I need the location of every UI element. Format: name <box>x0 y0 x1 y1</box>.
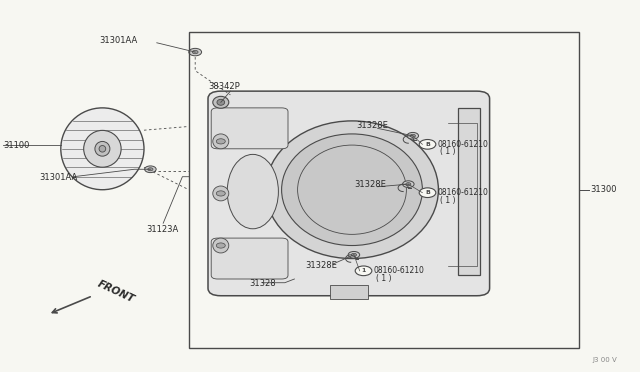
Text: 31100: 31100 <box>3 141 29 150</box>
Text: 31328: 31328 <box>250 279 276 288</box>
Ellipse shape <box>282 134 422 246</box>
Text: 31328E: 31328E <box>305 262 337 270</box>
Text: 38342P: 38342P <box>208 82 240 91</box>
Text: 31300: 31300 <box>591 185 617 194</box>
Ellipse shape <box>212 96 229 108</box>
Ellipse shape <box>213 186 229 201</box>
Circle shape <box>189 48 202 56</box>
Circle shape <box>216 139 225 144</box>
Text: 08160-61210: 08160-61210 <box>438 188 488 197</box>
Circle shape <box>419 188 436 198</box>
Circle shape <box>216 191 225 196</box>
Ellipse shape <box>95 141 110 156</box>
Text: B: B <box>425 142 430 147</box>
Ellipse shape <box>217 99 225 105</box>
Text: ( 1 ): ( 1 ) <box>440 196 455 205</box>
Circle shape <box>403 181 414 187</box>
Text: FRONT: FRONT <box>96 278 136 304</box>
Ellipse shape <box>99 145 106 152</box>
Bar <box>330 285 368 299</box>
Ellipse shape <box>224 93 467 294</box>
Ellipse shape <box>84 131 121 167</box>
Text: B: B <box>425 190 430 195</box>
Text: 31328E: 31328E <box>355 180 387 189</box>
Bar <box>189 32 579 348</box>
Text: 31328E: 31328E <box>356 121 388 130</box>
Circle shape <box>216 243 225 248</box>
Text: 31301AA: 31301AA <box>99 36 138 45</box>
FancyBboxPatch shape <box>208 91 490 296</box>
Text: 08160-61210: 08160-61210 <box>438 140 488 149</box>
FancyBboxPatch shape <box>211 108 288 149</box>
Circle shape <box>148 168 153 171</box>
Circle shape <box>410 134 415 137</box>
Bar <box>458 108 480 275</box>
Text: 31123A: 31123A <box>146 225 178 234</box>
Circle shape <box>355 266 372 276</box>
Ellipse shape <box>266 121 438 259</box>
Text: J3 00 V: J3 00 V <box>593 357 618 363</box>
Circle shape <box>406 183 411 186</box>
Text: ( 1 ): ( 1 ) <box>376 274 391 283</box>
Circle shape <box>348 251 360 258</box>
Text: 31301AA: 31301AA <box>40 173 78 182</box>
Circle shape <box>145 166 156 173</box>
Circle shape <box>407 132 419 139</box>
FancyBboxPatch shape <box>211 238 288 279</box>
Text: ( 1 ): ( 1 ) <box>440 147 455 156</box>
Ellipse shape <box>61 108 144 190</box>
Ellipse shape <box>213 238 229 253</box>
Text: 08160-61210: 08160-61210 <box>374 266 424 275</box>
Circle shape <box>419 140 436 149</box>
Ellipse shape <box>213 134 229 149</box>
Circle shape <box>351 253 356 256</box>
Circle shape <box>192 50 198 54</box>
Ellipse shape <box>227 154 278 229</box>
Text: 1: 1 <box>362 268 365 273</box>
